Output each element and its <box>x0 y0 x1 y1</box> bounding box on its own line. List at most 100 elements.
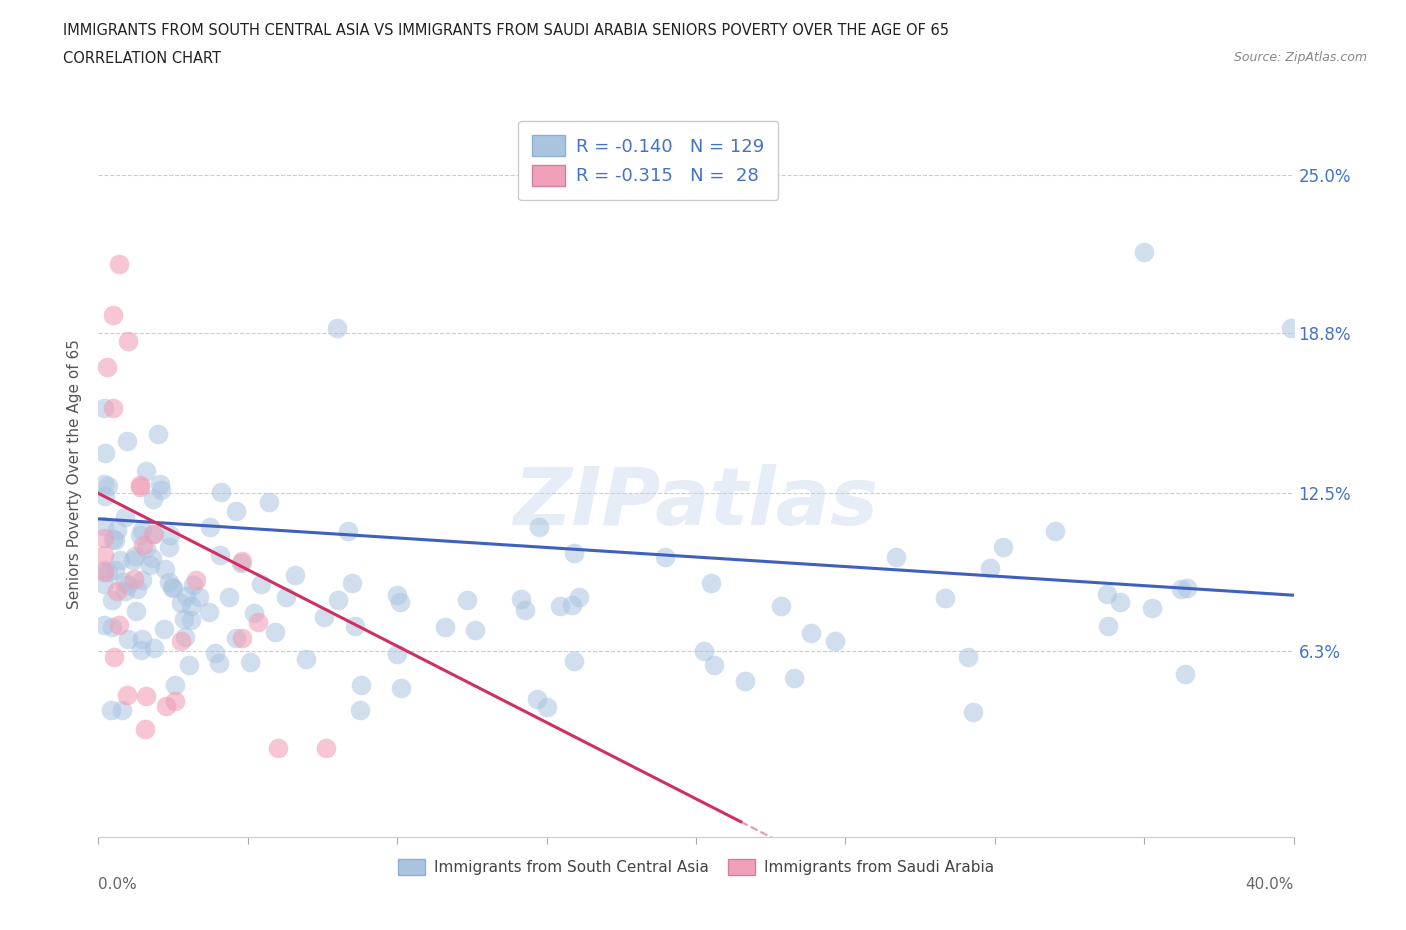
Point <box>112 574 135 589</box>
Point <box>218 590 240 604</box>
Point <box>1140 601 1163 616</box>
Text: Source: ZipAtlas.com: Source: ZipAtlas.com <box>1233 51 1367 64</box>
Point <box>1043 523 1066 538</box>
Point <box>188 590 211 604</box>
Point <box>274 590 297 604</box>
Point <box>782 671 804 685</box>
Point <box>146 426 169 441</box>
Point <box>94 445 117 460</box>
Point <box>257 495 280 510</box>
Point <box>93 477 115 492</box>
Point <box>117 631 139 646</box>
Point <box>142 526 165 541</box>
Point <box>934 591 956 605</box>
Point <box>115 688 138 703</box>
Point <box>142 491 165 506</box>
Point <box>734 673 756 688</box>
Point <box>93 565 115 579</box>
Point <box>124 548 146 563</box>
Point <box>314 610 336 625</box>
Point <box>529 520 551 535</box>
Point <box>703 658 725 672</box>
Point <box>170 633 193 648</box>
Point <box>142 527 165 542</box>
Point <box>159 527 181 542</box>
Point <box>340 576 363 591</box>
Point <box>101 400 124 415</box>
Legend: Immigrants from South Central Asia, Immigrants from Saudi Arabia: Immigrants from South Central Asia, Immi… <box>391 854 1001 882</box>
Point <box>135 464 157 479</box>
Point <box>225 631 247 645</box>
Text: 40.0%: 40.0% <box>1246 877 1294 892</box>
Point <box>231 631 253 645</box>
Point <box>134 722 156 737</box>
Point <box>328 592 350 607</box>
Point <box>174 630 197 644</box>
Point <box>162 580 184 595</box>
Point <box>391 681 413 696</box>
Point <box>129 642 152 657</box>
Point <box>93 401 115 416</box>
Point <box>152 621 174 636</box>
Point <box>124 572 146 587</box>
Point <box>884 550 907 565</box>
Point <box>114 584 136 599</box>
Point <box>174 589 197 604</box>
Point <box>111 702 134 717</box>
Point <box>284 568 307 583</box>
Point <box>204 645 226 660</box>
Point <box>117 578 139 592</box>
Point <box>93 577 115 591</box>
Point <box>93 547 115 562</box>
Point <box>157 539 180 554</box>
Point <box>1095 586 1118 601</box>
Point <box>105 583 128 598</box>
Point <box>239 655 262 670</box>
Point <box>225 504 247 519</box>
Point <box>96 360 118 375</box>
Point <box>315 740 337 755</box>
Point <box>1175 580 1198 595</box>
Point <box>135 688 157 703</box>
Point <box>93 563 115 578</box>
Point <box>510 591 533 606</box>
Point <box>149 483 172 498</box>
Point <box>160 579 183 594</box>
Point <box>536 700 558 715</box>
Point <box>181 578 204 592</box>
Point <box>157 575 180 590</box>
Point <box>1279 321 1302 336</box>
Point <box>97 479 120 494</box>
Point <box>125 604 148 618</box>
Point <box>180 599 202 614</box>
Point <box>956 649 979 664</box>
Point <box>229 555 252 570</box>
Point <box>121 553 143 568</box>
Point <box>131 538 153 552</box>
Point <box>247 615 270 630</box>
Point <box>1133 245 1156 259</box>
Point <box>139 557 162 572</box>
Point <box>526 692 548 707</box>
Point <box>979 561 1001 576</box>
Point <box>131 631 153 646</box>
Point <box>155 698 177 713</box>
Point <box>769 598 792 613</box>
Y-axis label: Seniors Poverty Over the Age of 65: Seniors Poverty Over the Age of 65 <box>67 339 83 609</box>
Point <box>101 592 124 607</box>
Point <box>515 603 537 618</box>
Point <box>209 548 232 563</box>
Point <box>131 573 153 588</box>
Point <box>344 618 367 633</box>
Point <box>208 656 231 671</box>
Point <box>456 592 478 607</box>
Point <box>326 321 349 336</box>
Text: CORRELATION CHART: CORRELATION CHART <box>63 51 221 66</box>
Point <box>200 520 222 535</box>
Point <box>173 612 195 627</box>
Point <box>101 532 124 547</box>
Point <box>1170 581 1192 596</box>
Point <box>209 485 232 499</box>
Text: IMMIGRANTS FROM SOUTH CENTRAL ASIA VS IMMIGRANTS FROM SAUDI ARABIA SENIORS POVER: IMMIGRANTS FROM SOUTH CENTRAL ASIA VS IM… <box>63 23 949 38</box>
Point <box>991 540 1014 555</box>
